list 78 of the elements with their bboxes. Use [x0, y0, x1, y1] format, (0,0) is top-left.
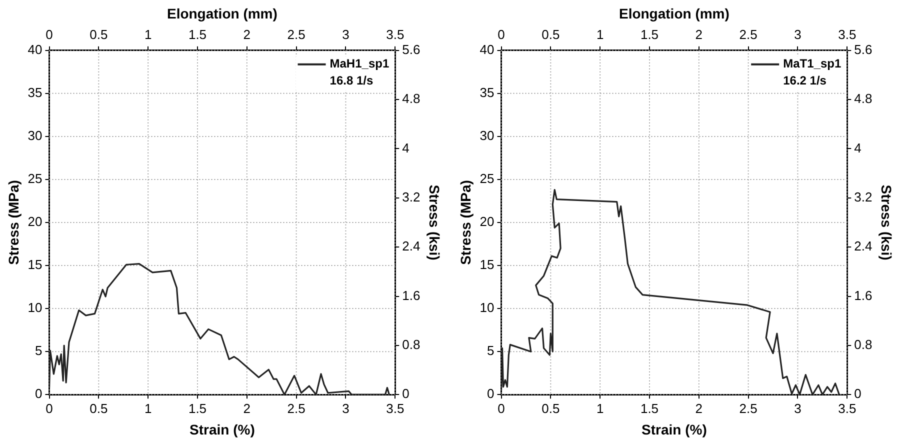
x2-tick-label: 2: [243, 27, 251, 42]
y-tick-label: 15: [28, 257, 42, 272]
y2-axis-title: Stress (ksi): [426, 184, 443, 260]
y-tick-label: 20: [480, 214, 494, 230]
y-axis-title: Stress (MPa): [5, 180, 22, 265]
x-tick-label: 3: [794, 400, 802, 416]
annotation: 16.8 1/s: [330, 74, 374, 88]
y-tick-label: 0: [487, 386, 494, 402]
x2-tick-label: 3.5: [838, 27, 856, 42]
y-tick-label: 40: [480, 42, 494, 57]
x2-tick-label: 3.5: [386, 27, 404, 42]
x-tick-label: 1: [144, 400, 152, 416]
y-tick-label: 35: [28, 85, 42, 100]
y2-tick-label: 0.8: [854, 337, 872, 352]
x-tick-label: 1.5: [640, 400, 659, 416]
x2-axis-title: Elongation (mm): [166, 5, 278, 22]
x-tick-label: 3: [342, 400, 350, 416]
y-tick-label: 5: [487, 343, 494, 358]
x-tick-label: 0.5: [542, 400, 560, 416]
x2-tick-label: 0: [498, 27, 505, 42]
x2-tick-label: 2.5: [287, 27, 306, 42]
y2-tick-label: 4: [854, 140, 862, 156]
x-tick-label: 2.5: [739, 400, 758, 416]
x-tick-label: 1: [596, 400, 604, 416]
x2-tick-label: 1.5: [640, 27, 659, 42]
y2-tick-label: 4.8: [854, 91, 872, 106]
x-tick-label: 3.5: [386, 400, 404, 416]
y-tick-label: 30: [480, 128, 494, 144]
x2-tick-label: 3: [794, 27, 802, 42]
y2-tick-label: 5.6: [402, 42, 420, 57]
x2-tick-label: 2.5: [739, 27, 758, 42]
y-tick-label: 30: [28, 128, 42, 144]
y2-tick-label: 0: [402, 386, 410, 402]
x2-tick-label: 1: [144, 27, 152, 42]
x2-tick-label: 0.5: [542, 27, 560, 42]
x2-tick-label: 1: [596, 27, 604, 42]
x2-tick-label: 2: [695, 27, 703, 42]
y2-tick-label: 4.8: [402, 91, 420, 106]
y2-axis-title: Stress (ksi): [878, 184, 895, 260]
x-tick-label: 2.5: [287, 400, 306, 416]
x-tick-label: 0: [46, 400, 53, 416]
y-tick-label: 35: [480, 85, 494, 100]
x2-tick-label: 0: [46, 27, 53, 42]
x2-tick-label: 3: [342, 27, 350, 42]
y2-tick-label: 2.4: [402, 238, 420, 254]
x2-tick-label: 1.5: [188, 27, 207, 42]
y2-tick-label: 2.4: [854, 238, 872, 254]
y-tick-label: 15: [480, 257, 494, 272]
y2-tick-label: 3.2: [402, 189, 420, 204]
y-tick-label: 10: [28, 300, 42, 316]
y2-tick-label: 4: [402, 140, 410, 156]
x-axis-title: Strain (%): [642, 421, 707, 438]
x-tick-label: 1.5: [188, 400, 207, 416]
y2-tick-label: 0.8: [402, 337, 420, 352]
y-tick-label: 40: [28, 42, 42, 57]
x-tick-label: 2: [243, 400, 251, 416]
y2-tick-label: 0: [854, 386, 862, 402]
y2-tick-label: 1.6: [402, 288, 420, 303]
y-tick-label: 10: [480, 300, 494, 316]
y-axis-title: Stress (MPa): [457, 180, 474, 265]
y-tick-label: 5: [35, 343, 42, 358]
y2-tick-label: 1.6: [854, 288, 872, 303]
annotation: 16.2 1/s: [783, 74, 827, 88]
x-tick-label: 0.5: [90, 400, 108, 416]
legend-label: MaH1_sp1: [330, 56, 390, 71]
x-tick-label: 0: [498, 400, 505, 416]
x-axis-title: Strain (%): [190, 421, 255, 438]
y2-tick-label: 3.2: [854, 189, 872, 204]
legend-label: MaT1_sp1: [783, 56, 842, 71]
x-tick-label: 2: [695, 400, 703, 416]
y2-tick-label: 5.6: [854, 42, 872, 57]
y-tick-label: 0: [35, 386, 42, 402]
y-tick-label: 25: [480, 171, 494, 186]
x2-axis-title: Elongation (mm): [618, 5, 730, 22]
x-tick-label: 3.5: [838, 400, 856, 416]
y-tick-label: 20: [28, 214, 42, 230]
y-tick-label: 25: [28, 171, 42, 186]
x2-tick-label: 0.5: [90, 27, 108, 42]
